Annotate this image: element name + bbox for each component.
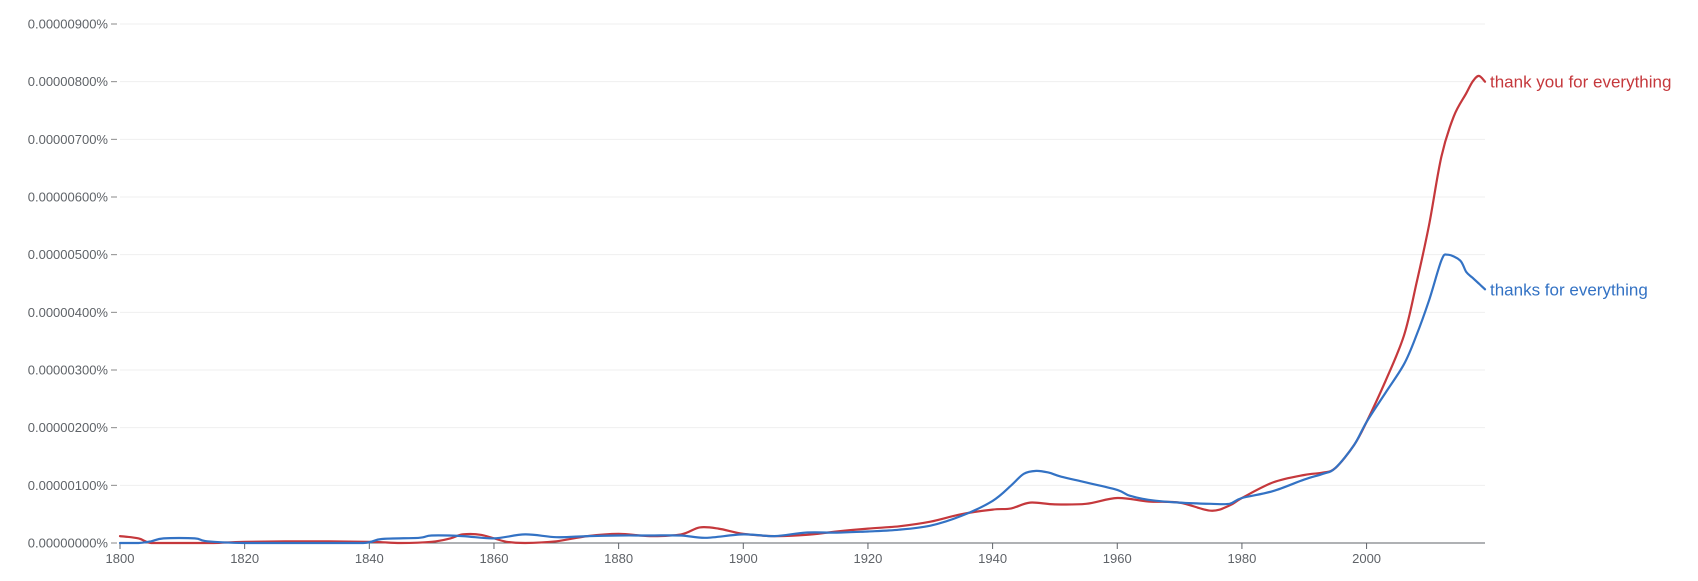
y-tick-label: 0.00000200% [28,420,109,435]
x-tick-label: 1900 [729,551,758,566]
x-tick-label: 2000 [1352,551,1381,566]
y-tick-label: 0.00000500% [28,247,109,262]
x-tick-label: 1840 [355,551,384,566]
y-axis: 0.00000000% 0.00000100% 0.00000200% 0.00000… [28,17,117,551]
y-tick-label: 0.00000300% [28,363,109,378]
series-label-0: thank you for everything [1490,73,1671,92]
x-tick-label: 1820 [230,551,259,566]
series-label-1: thanks for everything [1490,280,1648,299]
y-tick-label: 0.00000900% [28,17,109,32]
x-tick-label: 1920 [853,551,882,566]
series-lines [118,74,1487,545]
x-tick-label: 1880 [604,551,633,566]
x-tick-label: 1800 [106,551,135,566]
x-axis: 1800 1820 1840 1860 1880 1900 1920 1940 1960 1980… [106,542,1485,566]
y-tick-label: 0.00000100% [28,478,109,493]
series-labels: thank you for everything thanks for every… [1490,73,1671,300]
x-tick-label: 1940 [978,551,1007,566]
gridlines [120,23,1485,486]
y-tick-label: 0.00000700% [28,132,109,147]
x-tick-label: 1860 [480,551,509,566]
y-tick-label: 0.00000600% [28,190,109,205]
y-tick-label: 0.00000400% [28,305,109,320]
x-tick-label: 1960 [1103,551,1132,566]
series-line-1 [118,253,1487,545]
y-tick-label: 0.00000000% [28,536,109,551]
x-tick-label: 1980 [1227,551,1256,566]
series-line-0 [118,74,1487,545]
y-tick-label: 0.00000800% [28,74,109,89]
